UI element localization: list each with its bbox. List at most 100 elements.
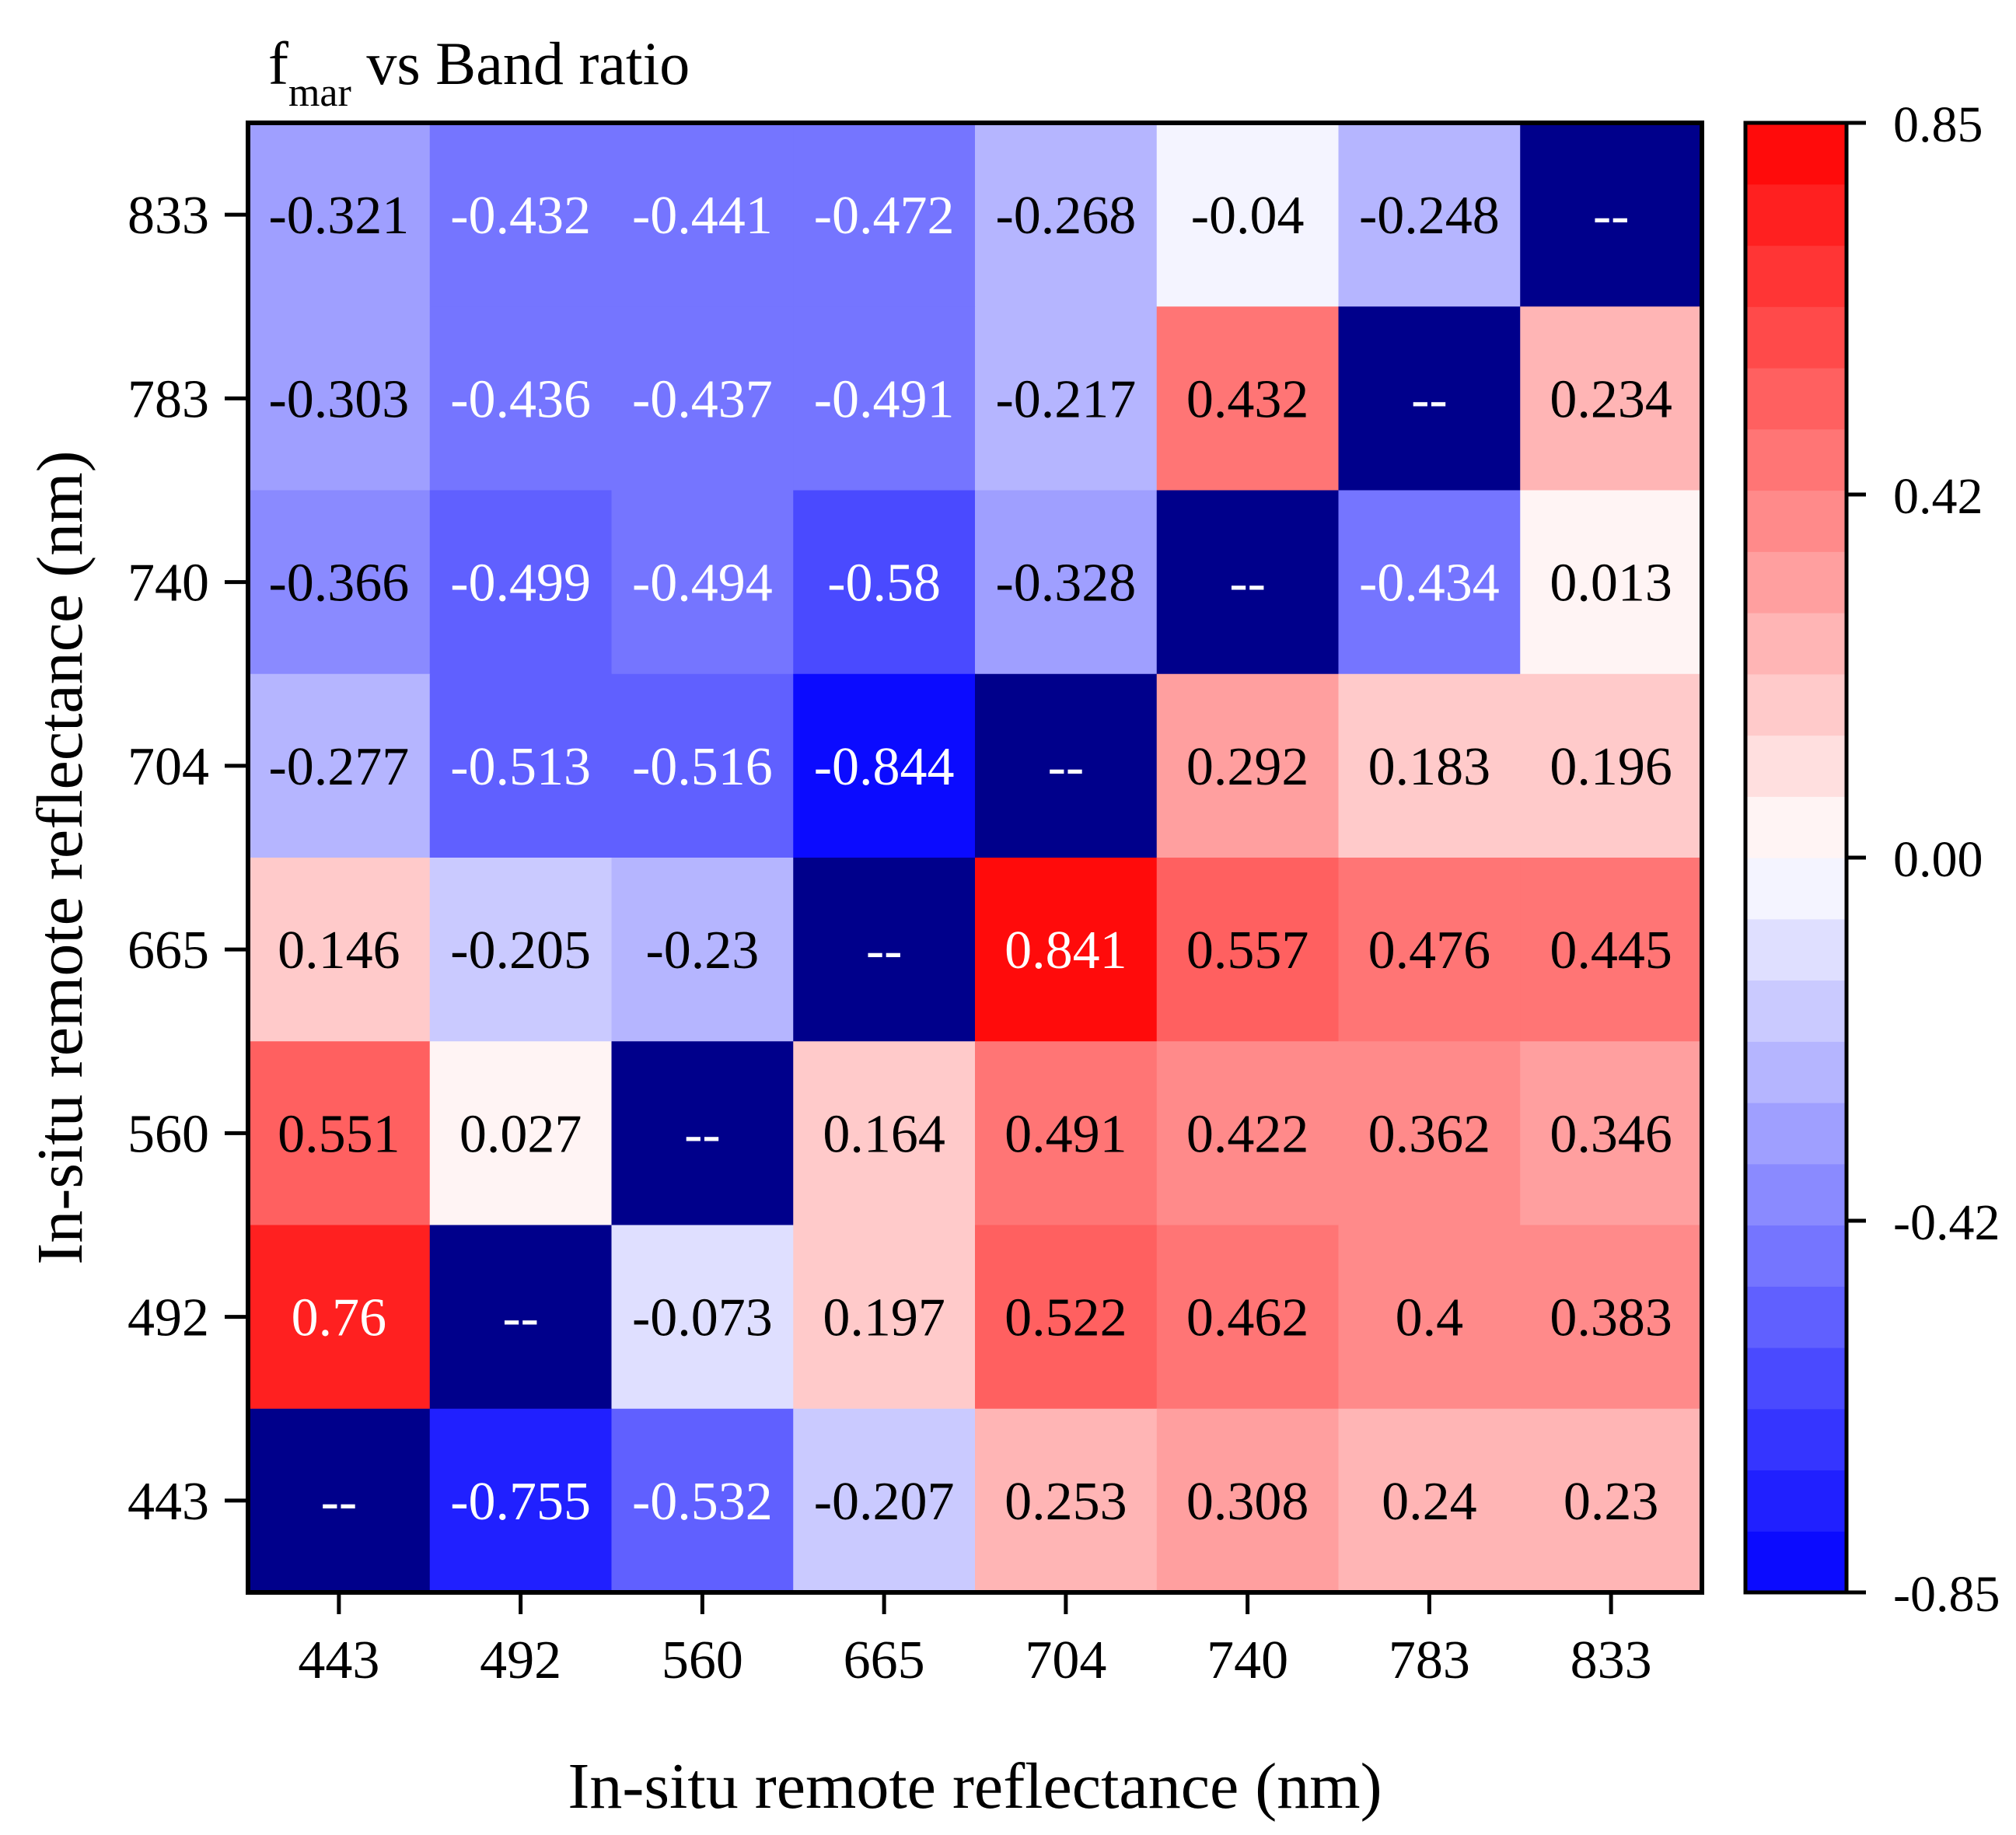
- cell-value-label: 0.196: [1550, 737, 1672, 797]
- heatmap-cell: [429, 673, 613, 858]
- heatmap-cell: [1338, 1408, 1521, 1593]
- cell-value-label: 0.253: [1005, 1472, 1127, 1532]
- x-tick-label: 833: [1571, 1631, 1652, 1690]
- x-axis: 443 492 560 665 704 740 783 833: [298, 1592, 1652, 1690]
- cell-value-label: --: [1229, 554, 1266, 613]
- heatmap-cell: [1520, 1225, 1703, 1410]
- heatmap-cell: [975, 123, 1158, 307]
- heatmap-cell: [429, 1041, 613, 1226]
- cell-value-label: -0.499: [450, 554, 591, 613]
- heatmap-cell: [248, 1041, 431, 1226]
- cell-value-label: -0.434: [1359, 554, 1500, 613]
- cell-value-label: -0.437: [632, 369, 773, 429]
- colorbar-segment: [1745, 613, 1847, 675]
- heatmap-cell: [793, 490, 976, 675]
- cell-value-label: 0.308: [1186, 1472, 1309, 1532]
- x-tick-label: 560: [662, 1631, 743, 1690]
- colorbar-segment: [1745, 1408, 1847, 1471]
- cell-value-label: 0.013: [1550, 554, 1672, 613]
- cell-value-label: 0.234: [1550, 369, 1672, 429]
- heatmap-cell: [611, 123, 794, 307]
- colorbar-segment: [1745, 1347, 1847, 1410]
- heatmap-cell: [1338, 306, 1521, 491]
- cell-value-label: -0.268: [995, 186, 1136, 246]
- colorbar-segment: [1745, 1225, 1847, 1287]
- cell-value-label: 0.383: [1550, 1288, 1672, 1348]
- cell-value-label: 0.76: [292, 1288, 387, 1348]
- heatmap-cell-labels: -0.321 -0.432 -0.441 -0.472 -0.268 -0.04 -0.24…: [268, 186, 1672, 1532]
- colorbar-segment: [1745, 490, 1847, 552]
- heatmap-cell: [611, 673, 794, 858]
- cell-value-label: -0.516: [632, 737, 773, 797]
- x-axis-label: In-situ remote reflectance (nm): [568, 1750, 1382, 1823]
- heatmap-cell: [611, 1041, 794, 1226]
- heatmap-cell: [429, 1225, 613, 1410]
- y-tick-label: 704: [128, 737, 209, 797]
- heatmap-cell: [611, 490, 794, 675]
- heatmap-cell: [793, 123, 976, 307]
- cell-value-label: 0.557: [1186, 921, 1309, 980]
- heatmap-cell: [1156, 306, 1340, 491]
- heatmap-cell: [248, 306, 431, 491]
- cell-value-label: --: [1411, 369, 1448, 429]
- colorbar-tick-label: -0.42: [1893, 1194, 2000, 1251]
- cell-value-label: -0.844: [814, 737, 955, 797]
- cell-value-label: -0.277: [268, 737, 409, 797]
- heatmap-cell: [429, 306, 613, 491]
- y-axis: 833 783 740 704 665 560 492 443: [128, 186, 248, 1532]
- chart-title: fmar vs Band ratio: [268, 30, 690, 115]
- colorbar-segment: [1745, 1163, 1847, 1226]
- plot-frame: [246, 121, 1704, 1595]
- colorbar-segment: [1745, 184, 1847, 246]
- cell-value-label: -0.207: [814, 1472, 955, 1532]
- heatmap-cell: [1156, 1225, 1340, 1410]
- cell-value-label: 0.522: [1005, 1288, 1127, 1348]
- x-tick-label: 492: [480, 1631, 561, 1690]
- cell-value-label: -0.441: [632, 186, 773, 246]
- x-tick-label: 740: [1207, 1631, 1288, 1690]
- cell-value-label: -0.58: [827, 554, 941, 613]
- colorbar-segment: [1745, 1103, 1847, 1165]
- heatmap-cell: [793, 673, 976, 858]
- heatmap-cell: [429, 1408, 613, 1593]
- heatmap-cell: [1338, 673, 1521, 858]
- colorbar-segment: [1745, 918, 1847, 981]
- heatmap-cell: [1520, 306, 1703, 491]
- cell-value-label: -0.432: [450, 186, 591, 246]
- cell-value-label: 0.362: [1368, 1104, 1491, 1164]
- y-axis-label: In-situ remote reflectance (nm): [24, 450, 96, 1264]
- chart-title-subscript: mar: [288, 71, 351, 115]
- cell-value-label: 0.491: [1005, 1104, 1127, 1164]
- colorbar-segment: [1745, 245, 1847, 307]
- heatmap-cell: [1156, 673, 1340, 858]
- cell-value-label: 0.183: [1368, 737, 1491, 797]
- heatmap-cell: [1338, 123, 1521, 307]
- colorbar-segment: [1745, 123, 1847, 185]
- cell-value-label: --: [684, 1104, 721, 1164]
- cell-value-label: -0.303: [268, 369, 409, 429]
- heatmap-cell: [1520, 490, 1703, 675]
- colorbar-segment: [1745, 1531, 1847, 1593]
- cell-value-label: -0.472: [814, 186, 955, 246]
- heatmap-cell: [975, 1041, 1158, 1226]
- cell-value-label: 0.476: [1368, 921, 1491, 980]
- colorbar-segment: [1745, 306, 1847, 369]
- heatmap-cell: [1520, 673, 1703, 858]
- heatmap-cell: [975, 673, 1158, 858]
- colorbar-segment: [1745, 368, 1847, 430]
- x-tick-label: 443: [298, 1631, 379, 1690]
- heatmap-cell: [1338, 1041, 1521, 1226]
- cell-value-label: --: [502, 1288, 539, 1348]
- heatmap-cell: [611, 306, 794, 491]
- chart-title-rest: vs Band ratio: [351, 30, 690, 97]
- cell-value-label: -0.073: [632, 1288, 773, 1348]
- heatmap-cell: [793, 306, 976, 491]
- heatmap-cells: [248, 123, 1703, 1593]
- chart-title-main: f: [268, 30, 288, 97]
- y-tick-label: 665: [128, 921, 209, 980]
- cell-value-label: --: [866, 921, 903, 980]
- cell-value-label: --: [1048, 737, 1085, 797]
- heatmap-cell: [975, 1225, 1158, 1410]
- heatmap-cell: [611, 1408, 794, 1593]
- heatmap-cell: [1520, 1408, 1703, 1593]
